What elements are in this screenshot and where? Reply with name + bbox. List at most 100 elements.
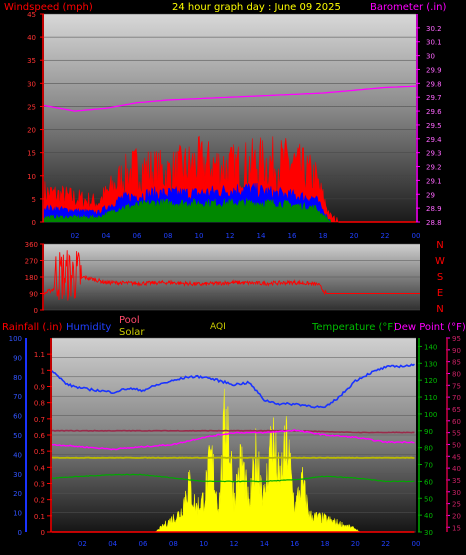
temperature-tick-label: 120 (424, 377, 437, 385)
x-tick-label: 06 (139, 540, 148, 548)
wind-tick-label: 15 (27, 150, 36, 158)
humidity-series (51, 363, 415, 409)
humidity-tick-label: 60 (13, 413, 22, 421)
x-tick-label: 04 (108, 540, 117, 548)
barometer-tick-label: 29.2 (426, 164, 442, 172)
barometer-tick-label: 29.1 (426, 177, 442, 185)
dew-tick-label: 15 (452, 524, 461, 532)
x-tick-label: 00 (412, 232, 421, 240)
dew-tick-label: 80 (452, 370, 461, 378)
direction-tick-label: 90 (29, 291, 38, 299)
temperature-tick-label: 100 (424, 411, 437, 419)
rain-tick-label: 0 (41, 529, 45, 537)
compass-label: S (437, 272, 443, 283)
dew-tick-label: 55 (452, 430, 461, 438)
barometer-axis-title: Barometer (.in) (370, 2, 446, 13)
barometer-tick-label: 30.1 (426, 39, 442, 47)
wind-direction-series (43, 250, 420, 301)
x-tick-label: 02 (71, 232, 80, 240)
barometer-tick-label: 28.9 (426, 205, 442, 213)
x-tick-label: 10 (199, 540, 208, 548)
compass-label: N (436, 304, 443, 315)
x-tick-label: 18 (321, 540, 330, 548)
rain-tick-label: 1.1 (34, 351, 45, 359)
temperature-legend: Temperature (°F) (311, 322, 397, 333)
barometer-tick-label: 28.8 (426, 219, 442, 227)
dew-tick-label: 85 (452, 359, 461, 367)
direction-tick-label: 0 (34, 307, 38, 315)
x-tick-label: 20 (351, 540, 360, 548)
dew-tick-label: 60 (452, 418, 461, 426)
x-tick-label: 16 (290, 540, 299, 548)
barometer-tick-label: 29.6 (426, 108, 442, 116)
x-tick-label: 22 (381, 540, 390, 548)
dew-point-series (51, 429, 415, 451)
rain-tick-label: 0.2 (34, 497, 45, 505)
data-series (43, 85, 420, 533)
temperature-tick-label: 30 (424, 529, 433, 537)
temperature-series (51, 473, 415, 483)
barometer-tick-label: 30 (426, 53, 435, 61)
wind-axis-title: Windspeed (mph) (4, 2, 93, 13)
axes: 05101520253035404528.828.92929.129.229.3… (9, 11, 461, 548)
barometer-tick-label: 29.3 (426, 150, 442, 158)
x-tick-label: 12 (226, 232, 235, 240)
barometer-tick-label: 30.2 (426, 25, 442, 33)
wind-tick-label: 5 (32, 196, 36, 204)
x-tick-label: 02 (78, 540, 87, 548)
humidity-tick-label: 90 (13, 354, 22, 362)
average-wind-series (43, 197, 332, 223)
dew-tick-label: 20 (452, 512, 461, 520)
temperature-tick-label: 80 (424, 445, 433, 453)
rain-tick-label: 0.3 (34, 481, 45, 489)
rain-tick-label: 0.8 (34, 400, 45, 408)
x-tick-label: 12 (230, 540, 239, 548)
temperature-tick-label: 70 (424, 462, 433, 470)
wind-tick-label: 45 (27, 11, 36, 19)
wind-tick-label: 25 (27, 103, 36, 111)
wind-tick-label: 30 (27, 80, 36, 88)
compass-label: N (436, 240, 443, 251)
x-tick-label: 16 (288, 232, 297, 240)
x-tick-label: 14 (257, 232, 266, 240)
dew-tick-label: 65 (452, 406, 461, 414)
solar-legend: Solar (119, 327, 145, 338)
temperature-tick-label: 130 (424, 360, 437, 368)
x-tick-label: 04 (102, 232, 111, 240)
direction-tick-label: 270 (25, 258, 38, 266)
temperature-tick-label: 110 (424, 394, 437, 402)
wind-tick-label: 0 (32, 219, 36, 227)
temperature-tick-label: 60 (424, 478, 433, 486)
humidity-tick-label: 0 (18, 529, 22, 537)
pool-legend: Pool (119, 315, 140, 326)
aqi-series (51, 456, 415, 459)
wind-tick-label: 10 (27, 173, 36, 181)
barometer-tick-label: 29 (426, 191, 435, 199)
barometer-tick-label: 29.4 (426, 136, 442, 144)
barometer-tick-label: 29.5 (426, 122, 442, 130)
barometer-tick-label: 29.8 (426, 80, 442, 88)
rain-tick-label: 0.5 (34, 448, 45, 456)
compass-label: E (437, 288, 443, 299)
rain-tick-label: 0.4 (34, 464, 46, 472)
dew-tick-label: 95 (452, 335, 461, 343)
humidity-tick-label: 100 (9, 335, 22, 343)
x-tick-label: 08 (164, 232, 173, 240)
pool-series (51, 429, 415, 434)
direction-tick-label: 180 (25, 274, 38, 282)
humidity-tick-label: 20 (13, 490, 22, 498)
humidity-tick-label: 40 (13, 451, 22, 459)
dew-tick-label: 40 (452, 465, 461, 473)
temperature-tick-label: 90 (424, 428, 433, 436)
direction-tick-label: 360 (25, 241, 38, 249)
rain-tick-label: 0.1 (34, 513, 45, 521)
humidity-tick-label: 50 (13, 432, 22, 440)
humidity-tick-label: 30 (13, 471, 22, 479)
dew-tick-label: 90 (452, 347, 461, 355)
rain-axis-title: Rainfall (.in) (2, 322, 63, 333)
x-tick-label: 00 (412, 540, 421, 548)
barometer-series (43, 85, 417, 112)
dew-tick-label: 30 (452, 489, 461, 497)
